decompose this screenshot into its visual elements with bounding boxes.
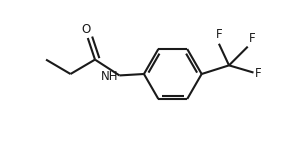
Text: F: F [255, 67, 262, 80]
Text: NH: NH [101, 70, 118, 83]
Text: F: F [249, 32, 256, 45]
Text: O: O [82, 23, 91, 36]
Text: F: F [216, 28, 222, 41]
